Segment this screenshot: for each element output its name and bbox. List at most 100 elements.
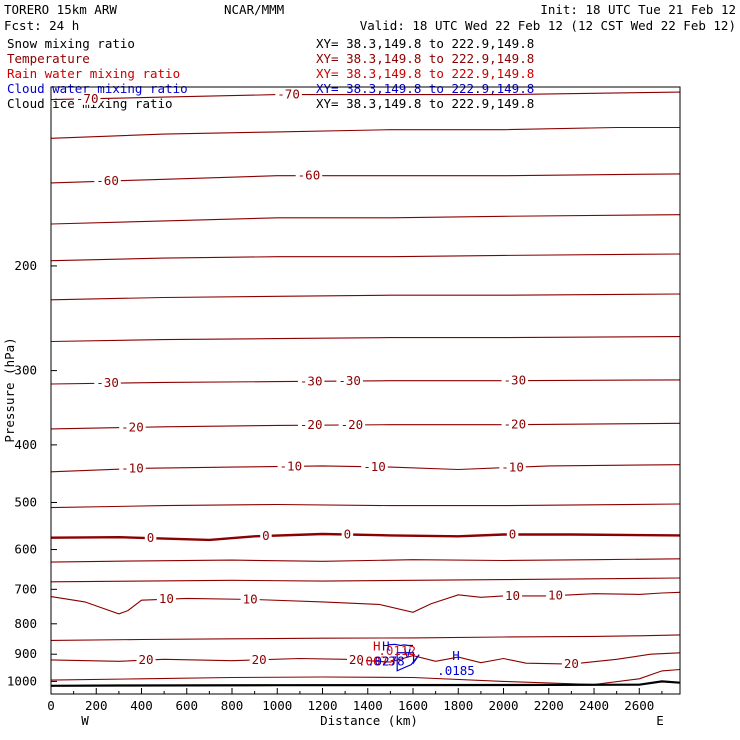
isotherm-label-mask [346, 654, 366, 667]
isotherm-label-mask [361, 460, 388, 473]
isotherm-label-mask [94, 175, 121, 188]
valid-time: Valid: 18 UTC Wed 22 Feb 12 (12 CST Wed … [360, 18, 736, 33]
isotherm-label: -70 [277, 87, 300, 102]
field-xy-range: XY= 38.3,149.8 to 222.9,149.8 [316, 96, 534, 111]
x-axis-label: Distance (km) [320, 713, 418, 728]
x-tick-label: 2200 [534, 698, 564, 713]
isotherm-label: 20 [564, 656, 579, 671]
cloud-water-line [388, 643, 413, 647]
x-axis-west-label: W [81, 713, 89, 728]
field-xy-range: XY= 38.3,149.8 to 222.9,149.8 [316, 36, 534, 51]
center-title: NCAR/MMM [224, 2, 284, 17]
isotherm-line [50, 91, 681, 101]
isotherm-label: 10 [243, 591, 258, 606]
field-xy-range: XY= 38.3,149.8 to 222.9,149.8 [316, 81, 534, 96]
x-tick-label: 0 [47, 698, 55, 713]
y-tick-label: 600 [14, 542, 37, 557]
isotherm-label-mask [501, 374, 529, 387]
isotherm-label: -60 [96, 173, 119, 188]
x-tick-label: 1400 [353, 698, 383, 713]
x-tick-label: 200 [85, 698, 108, 713]
y-tick-label: 700 [14, 581, 37, 596]
isotherm-line [50, 652, 681, 665]
isotherm-label: -30 [504, 373, 527, 388]
isotherm-label: 20 [252, 652, 267, 667]
isotherm-label: -10 [280, 458, 303, 473]
isotherm-label-mask [240, 593, 260, 606]
isotherm-label-mask [73, 92, 101, 105]
isotherm-line [50, 126, 680, 139]
init-time: Init: 18 UTC Tue 21 Feb 12 [540, 2, 736, 17]
isotherm-label: -20 [341, 417, 364, 432]
terrain-surface [50, 680, 681, 687]
y-axis-label: Pressure (hPa) [2, 337, 17, 442]
isotherm-label-mask [338, 418, 366, 431]
extremum-value: .0073 [358, 653, 396, 668]
field-xy-range: XY= 38.3,149.8 to 222.9,149.8 [316, 66, 534, 81]
extremum-value: .0185 [437, 663, 475, 678]
isotherm-label-mask [156, 593, 176, 606]
isotherm-label: -10 [121, 461, 144, 476]
isotherm-line [50, 214, 681, 225]
cloud-water-cell [396, 652, 420, 672]
isotherm-label: -20 [504, 417, 527, 432]
isotherm-label-mask [295, 169, 323, 182]
isotherm-label-mask [341, 528, 354, 541]
extremum-marker: H [373, 638, 381, 653]
x-tick-label: 2600 [624, 698, 654, 713]
isotherm-label: -10 [501, 459, 524, 474]
isotherm-label-mask [119, 462, 146, 475]
field-xy-range: XY= 38.3,149.8 to 222.9,149.8 [316, 51, 534, 66]
temperature-isotherms: -70 -70 -60 -60 -30 -30 -30 -30 -20 -20 -20 -20 -10 -… [50, 87, 681, 686]
terrain-line [50, 680, 681, 687]
isotherm-label-mask [249, 653, 269, 666]
plot-frame [50, 86, 681, 695]
cloud-water-min-mark: V [404, 646, 412, 661]
isotherm-line [50, 591, 681, 615]
extremum-value: .0278 [367, 653, 405, 668]
isotherm-line [50, 558, 681, 563]
isotherm-line [50, 173, 681, 184]
y-tick-label: 200 [14, 258, 37, 273]
isotherm-label-mask [546, 589, 566, 602]
isotherm-label: 10 [159, 591, 174, 606]
field-label: Rain water mixing ratio [7, 66, 180, 81]
isotherm-label: 0 [262, 528, 270, 543]
isotherm-line [50, 668, 681, 686]
isotherm-label-mask [506, 528, 519, 541]
isotherm-label: 0 [344, 527, 352, 542]
isotherm-label: -30 [338, 373, 361, 388]
y-tick-label: 400 [14, 437, 37, 452]
plot-area: -70 -70 -60 -60 -30 -30 -30 -30 -20 -20 -20 -20 -10 -… [7, 86, 681, 713]
field-label: Temperature [7, 51, 90, 66]
isotherm-label-mask [336, 375, 363, 388]
y-tick-label: 500 [14, 494, 37, 509]
field-label: Snow mixing ratio [7, 36, 135, 51]
isotherm-line [50, 293, 681, 301]
isotherm-label: -60 [298, 168, 321, 183]
x-tick-label: 800 [221, 698, 244, 713]
y-tick-label: 900 [14, 646, 37, 661]
extremum-marker: H [452, 648, 460, 663]
isotherm-label-mask [503, 589, 523, 602]
isotherm-label: -20 [300, 417, 323, 432]
isotherm-line [50, 336, 681, 343]
isotherm-label: -30 [96, 375, 119, 390]
isotherm-label-mask [275, 88, 302, 101]
x-tick-label: 1600 [398, 698, 428, 713]
isotherm-label-mask [94, 377, 121, 390]
x-tick-label: 600 [175, 698, 198, 713]
isotherm-label-mask [260, 529, 272, 542]
isotherm-line [50, 577, 681, 583]
isotherm-label: -70 [76, 91, 99, 106]
x-tick-label: 1200 [307, 698, 337, 713]
isotherm-label: 0 [147, 530, 155, 545]
x-axis: 0 200 400 600 800 1000 1200 1400 1600 1800 2000 220… [47, 688, 663, 713]
isotherm-label-mask [277, 460, 305, 473]
isotherm-label-mask [297, 419, 325, 432]
isotherm-line [50, 464, 681, 473]
forecast-hour: Fcst: 24 h [4, 18, 79, 33]
isotherm-label: 20 [138, 652, 153, 667]
